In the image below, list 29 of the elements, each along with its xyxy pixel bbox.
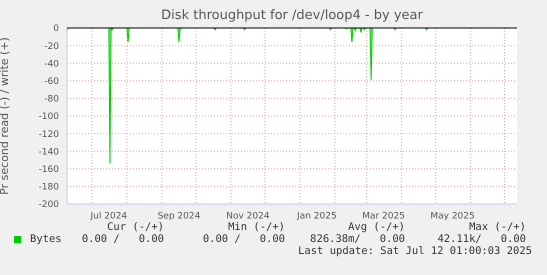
y-tick-label: -120: [38, 130, 60, 140]
x-tick-label: Jul 2024: [90, 211, 128, 222]
chart-title: Disk throughput for /dev/loop4 - by year: [160, 8, 424, 23]
x-tick-label: Jan 2025: [296, 211, 337, 222]
text: Avg (-/+): [348, 221, 405, 233]
y-tick-label: 0: [53, 24, 60, 34]
text: 0.00 / 0.00: [82, 233, 164, 245]
y-tick-label: -140: [38, 147, 60, 158]
text: Max (-/+): [469, 221, 526, 233]
y-tick-label: -40: [44, 59, 60, 70]
y-tick-label: -160: [38, 164, 60, 175]
text: Min (-/+): [228, 221, 285, 233]
y-tick-label: -20: [44, 42, 60, 52]
x-tick-label: May 2025: [430, 211, 475, 222]
x-tick-label: Mar 2025: [362, 211, 405, 222]
y-axis-title: Pr second read (-) / write (+): [0, 37, 11, 195]
text: Cur (-/+): [107, 221, 164, 233]
text: 826.38m/ 0.00: [310, 233, 405, 245]
y-tick-label: -80: [44, 94, 60, 105]
legend-label: Bytes: [29, 233, 62, 245]
y-tick-label: -100: [38, 112, 60, 122]
y-tick-label: -200: [38, 200, 60, 210]
text: 0.00 / 0.00: [202, 233, 285, 245]
x-tick-label: Nov 2024: [226, 211, 270, 222]
y-tick-label: -60: [44, 76, 60, 87]
y-tick-label: -180: [38, 182, 60, 193]
text: Last update: Sat Jul 12 01:00:03 2025: [298, 245, 532, 257]
x-tick-label: Sep 2024: [158, 211, 201, 222]
text: 42.11k/ 0.00: [437, 233, 526, 245]
